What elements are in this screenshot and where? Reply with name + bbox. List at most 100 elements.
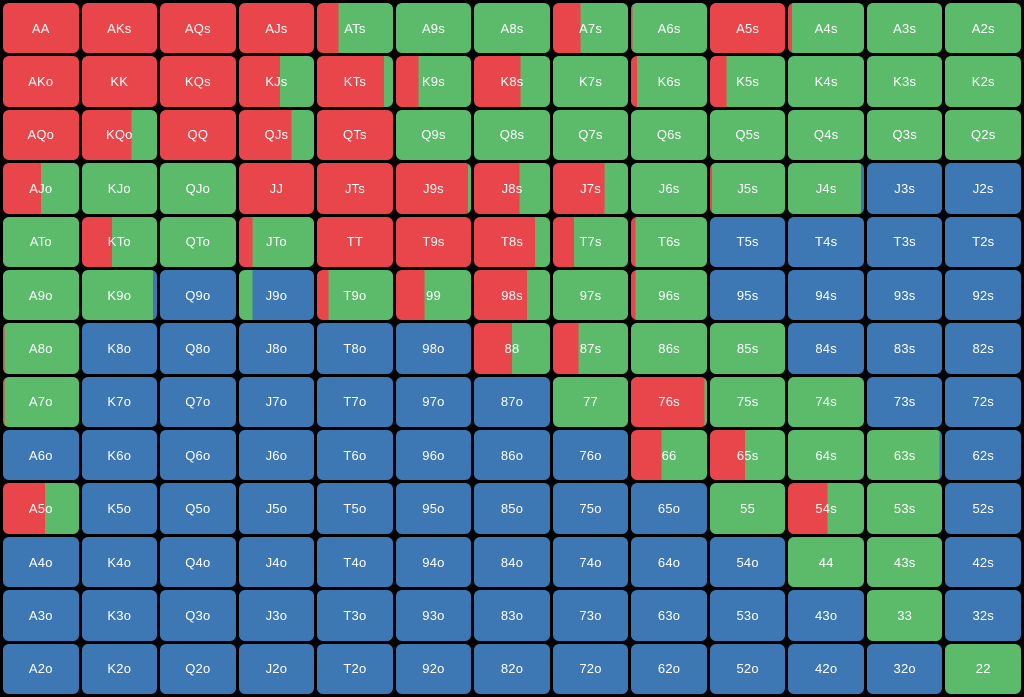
hand-cell[interactable]: 74s [788,376,864,428]
hand-cell[interactable]: K8o [81,323,158,374]
hand-cell[interactable]: 43s [866,536,943,588]
hand-cell[interactable]: 84o [474,536,550,588]
hand-cell[interactable]: J6o [238,430,315,481]
hand-cell[interactable]: AA [3,3,79,54]
hand-cell[interactable]: 96o [395,430,472,481]
hand-cell[interactable]: J8s [474,163,550,214]
hand-cell[interactable]: 65s [709,430,786,481]
hand-cell[interactable]: Q6o [160,430,236,481]
hand-cell[interactable]: KTo [81,216,158,267]
hand-cell[interactable]: 42o [788,643,864,694]
hand-cell[interactable]: JJ [238,163,315,214]
hand-cell[interactable]: 54s [788,483,864,534]
hand-cell[interactable]: ATs [317,3,393,54]
hand-cell[interactable]: 92o [395,643,472,694]
hand-cell[interactable]: Q7o [160,376,236,428]
hand-cell[interactable]: 65o [631,483,707,534]
hand-cell[interactable]: 88 [474,323,550,374]
hand-cell[interactable]: K9o [81,269,158,321]
hand-cell[interactable]: TT [317,216,393,267]
hand-cell[interactable]: K2s [945,56,1021,107]
hand-cell[interactable]: Q9o [160,269,236,321]
hand-cell[interactable]: 64o [631,536,707,588]
hand-cell[interactable]: 74o [552,536,629,588]
hand-cell[interactable]: AKs [81,3,158,54]
hand-cell[interactable]: 22 [945,643,1021,694]
hand-cell[interactable]: K3o [81,590,158,641]
hand-cell[interactable]: Q4o [160,536,236,588]
hand-cell[interactable]: QQ [160,109,236,161]
hand-cell[interactable]: T9o [317,269,393,321]
hand-cell[interactable]: A4o [3,536,79,588]
hand-cell[interactable]: 62s [945,430,1021,481]
hand-cell[interactable]: 83o [474,590,550,641]
hand-cell[interactable]: 76o [552,430,629,481]
hand-cell[interactable]: A7s [552,3,629,54]
hand-cell[interactable]: K3s [866,56,943,107]
hand-cell[interactable]: 93s [866,269,943,321]
hand-cell[interactable]: J7o [238,376,315,428]
hand-cell[interactable]: K7s [552,56,629,107]
hand-cell[interactable]: 84s [788,323,864,374]
hand-cell[interactable]: K2o [81,643,158,694]
hand-cell[interactable]: QTs [317,109,393,161]
hand-cell[interactable]: 97s [552,269,629,321]
hand-cell[interactable]: K8s [474,56,550,107]
hand-cell[interactable]: J4s [788,163,864,214]
hand-cell[interactable]: Q5s [709,109,786,161]
hand-cell[interactable]: K4o [81,536,158,588]
hand-cell[interactable]: 75o [552,483,629,534]
hand-cell[interactable]: T5s [709,216,786,267]
hand-cell[interactable]: K6o [81,430,158,481]
hand-cell[interactable]: QJo [160,163,236,214]
hand-cell[interactable]: 82o [474,643,550,694]
hand-cell[interactable]: T9s [395,216,472,267]
hand-cell[interactable]: 42s [945,536,1021,588]
hand-cell[interactable]: A3s [866,3,943,54]
hand-cell[interactable]: 54o [709,536,786,588]
hand-cell[interactable]: 83s [866,323,943,374]
hand-cell[interactable]: A6s [631,3,707,54]
hand-cell[interactable]: 63s [866,430,943,481]
hand-cell[interactable]: Q4s [788,109,864,161]
hand-cell[interactable]: 62o [631,643,707,694]
hand-cell[interactable]: T7s [552,216,629,267]
hand-cell[interactable]: A3o [3,590,79,641]
hand-cell[interactable]: 85o [474,483,550,534]
hand-cell[interactable]: Q7s [552,109,629,161]
hand-cell[interactable]: 98s [474,269,550,321]
hand-cell[interactable]: 94s [788,269,864,321]
hand-cell[interactable]: AKo [3,56,79,107]
hand-cell[interactable]: 73s [866,376,943,428]
hand-cell[interactable]: Q9s [395,109,472,161]
hand-cell[interactable]: T2o [317,643,393,694]
hand-cell[interactable]: 72o [552,643,629,694]
hand-cell[interactable]: 85s [709,323,786,374]
hand-cell[interactable]: Q5o [160,483,236,534]
hand-cell[interactable]: JTo [238,216,315,267]
hand-cell[interactable]: T2s [945,216,1021,267]
hand-cell[interactable]: 95o [395,483,472,534]
hand-cell[interactable]: A8s [474,3,550,54]
hand-cell[interactable]: T6o [317,430,393,481]
hand-cell[interactable]: 94o [395,536,472,588]
hand-cell[interactable]: JTs [317,163,393,214]
hand-cell[interactable]: QJs [238,109,315,161]
hand-cell[interactable]: KK [81,56,158,107]
hand-cell[interactable]: KQs [160,56,236,107]
hand-cell[interactable]: T5o [317,483,393,534]
hand-cell[interactable]: K6s [631,56,707,107]
hand-cell[interactable]: 95s [709,269,786,321]
hand-cell[interactable]: J5o [238,483,315,534]
hand-cell[interactable]: A2s [945,3,1021,54]
hand-cell[interactable]: T7o [317,376,393,428]
hand-cell[interactable]: J7s [552,163,629,214]
hand-cell[interactable]: 33 [866,590,943,641]
hand-cell[interactable]: AQs [160,3,236,54]
hand-cell[interactable]: A6o [3,430,79,481]
hand-cell[interactable]: 52s [945,483,1021,534]
hand-cell[interactable]: 73o [552,590,629,641]
hand-cell[interactable]: 93o [395,590,472,641]
hand-cell[interactable]: 32o [866,643,943,694]
hand-cell[interactable]: A4s [788,3,864,54]
